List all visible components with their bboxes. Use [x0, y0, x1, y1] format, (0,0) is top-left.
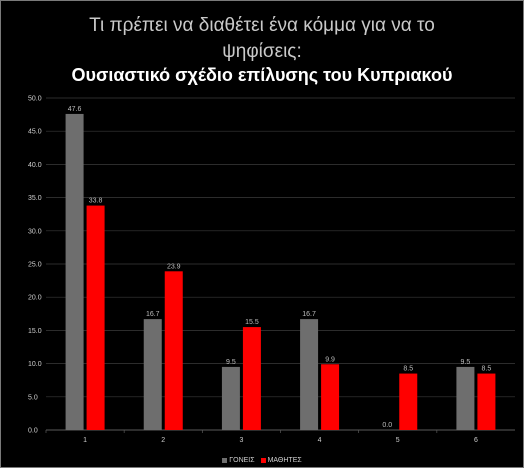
data-label: 9.5 — [226, 359, 236, 366]
chart-title-line2: ψηφίσεις: — [222, 41, 302, 62]
data-label: 9.5 — [461, 359, 471, 366]
x-tick-label: 4 — [318, 437, 322, 444]
y-tick-label: 35.0 — [28, 195, 42, 202]
bar-goneis — [65, 113, 84, 430]
x-tick-label: 6 — [474, 437, 478, 444]
legend-label: ΜΑΘΗΤΕΣ — [267, 457, 302, 464]
bar-mathites — [477, 373, 496, 430]
chart-title: Τι πρέπει να διαθέτει ένα κόμμα για να τ… — [89, 15, 435, 36]
y-tick-label: 5.0 — [28, 394, 38, 401]
y-tick-label: 25.0 — [28, 262, 42, 269]
x-tick-label: 1 — [83, 437, 87, 444]
legend-item: ΓΟΝΕΙΣ — [222, 456, 255, 465]
y-tick-label: 20.0 — [28, 295, 42, 302]
chart-subtitle: Ουσιαστικό σχέδιο επίλυσης του Κυπριακού — [71, 65, 453, 85]
bar-mathites — [164, 271, 183, 430]
bar-goneis — [456, 366, 475, 430]
bar-mathites — [242, 327, 261, 430]
data-label: 0.0 — [382, 422, 392, 429]
x-tick-label: 3 — [239, 437, 243, 444]
bar-mathites — [321, 364, 340, 430]
legend-label: ΓΟΝΕΙΣ — [229, 457, 255, 464]
y-tick-label: 0.0 — [28, 428, 38, 435]
legend-swatch — [260, 457, 266, 463]
data-label: 16.7 — [302, 311, 316, 318]
y-tick-label: 10.0 — [28, 361, 42, 368]
bar-goneis — [221, 366, 240, 430]
bar-goneis — [143, 319, 162, 430]
y-tick-label: 45.0 — [28, 129, 42, 136]
bar-goneis — [300, 319, 319, 430]
legend-item: ΜΑΘΗΤΕΣ — [260, 456, 302, 465]
y-tick-label: 15.0 — [28, 328, 42, 335]
bar-mathites — [86, 205, 105, 430]
y-tick-label: 30.0 — [28, 228, 42, 235]
legend-swatch — [222, 457, 228, 463]
data-label: 15.5 — [245, 319, 259, 326]
data-label: 47.6 — [68, 106, 82, 113]
data-label: 23.9 — [167, 263, 181, 270]
x-tick-label: 2 — [161, 437, 165, 444]
x-tick-label: 5 — [396, 437, 400, 444]
data-label: 8.5 — [403, 366, 413, 373]
data-label: 9.9 — [325, 356, 335, 363]
data-label: 33.8 — [89, 198, 103, 205]
y-tick-label: 50.0 — [28, 96, 42, 103]
data-label: 8.5 — [482, 366, 492, 373]
bar-mathites — [399, 373, 418, 430]
data-label: 16.7 — [146, 311, 160, 318]
legend: ΓΟΝΕΙΣ ΜΑΘΗΤΕΣ — [1, 456, 523, 465]
y-tick-label: 40.0 — [28, 162, 42, 169]
